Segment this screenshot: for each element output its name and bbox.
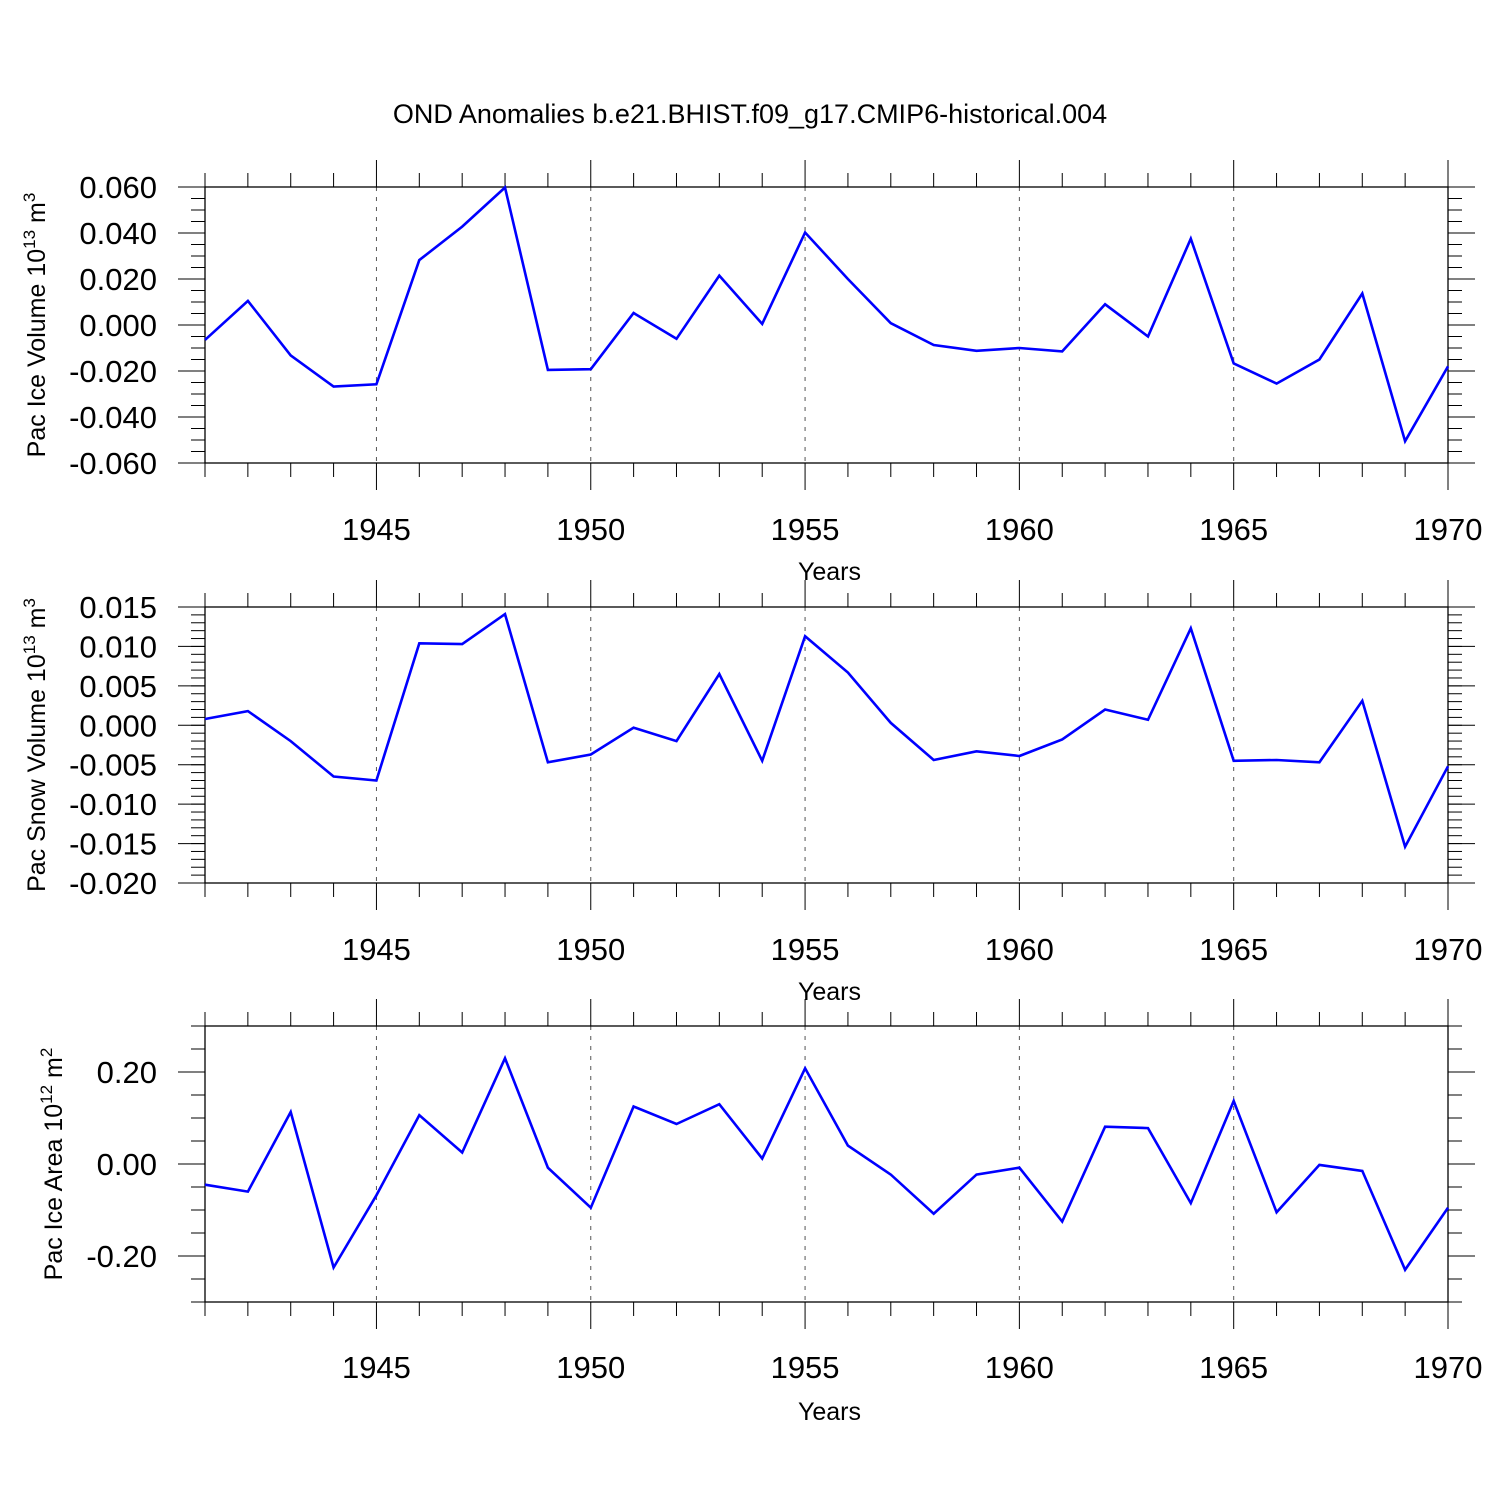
series-line: [204, 1054, 1450, 1273]
y-axis-title: Pac Ice Area 1012 m2: [37, 1048, 68, 1281]
y-tick-label: 0.000: [79, 708, 157, 743]
panel-1: -0.060 -0.040 -0.020 0.000 0.020 0.040 0.060 19…: [20, 160, 1482, 586]
y-axis-title: Pac Snow Volume 1013 m3: [20, 598, 51, 892]
y-axis-title-part: m: [23, 608, 51, 636]
y-tick-label: -0.015: [69, 827, 157, 862]
x-tick-label: 1960: [985, 512, 1054, 547]
x-tick-label: 1950: [556, 512, 625, 547]
x-tick-label: 1965: [1199, 1350, 1268, 1385]
x-tick-label: 1945: [342, 1350, 411, 1385]
y-tick-label: 0.040: [79, 216, 157, 251]
y-axis-title: Pac Ice Volume 1013 m3: [20, 193, 51, 458]
y-axis-title-part: m: [23, 202, 51, 230]
x-tick-label: 1965: [1199, 512, 1268, 547]
x-tick-label: 1945: [342, 512, 411, 547]
x-tick-label: 1970: [1414, 1350, 1483, 1385]
y-tick-label: 0.005: [79, 669, 157, 704]
y-tick-label: -0.060: [69, 446, 157, 481]
panel-2: -0.020 -0.015 -0.010 -0.005 0.000 0.005 0.010 0…: [20, 580, 1482, 1006]
y-axis-title-superscript: 2: [37, 1048, 56, 1057]
y-axis-title-part: m: [40, 1057, 68, 1085]
plot-frame: [204, 606, 1449, 884]
series-line: [204, 611, 1450, 851]
x-tick-label: 1945: [342, 932, 411, 967]
x-tick-label: 1955: [771, 512, 840, 547]
series-line: [204, 185, 1450, 445]
y-tick-label: 0.020: [79, 262, 157, 297]
x-tick-label: 1960: [985, 1350, 1054, 1385]
y-tick-label: -0.020: [69, 866, 157, 901]
y-tick-label: -0.005: [69, 748, 157, 783]
chart-title: OND Anomalies b.e21.BHIST.f09_g17.CMIP6-…: [393, 99, 1107, 129]
panel-3: -0.20 0.00 0.20 1945 1950 1955 1960 1965 1970 Yea…: [37, 999, 1482, 1426]
y-tick-label: 0.000: [79, 308, 157, 343]
y-axis-title-superscript: 13: [20, 230, 39, 249]
x-tick-label: 1955: [771, 1350, 840, 1385]
x-tick-label: 1970: [1414, 512, 1483, 547]
x-axis-title: Years: [798, 978, 861, 1006]
x-tick-label: 1955: [771, 932, 840, 967]
y-tick-label: -0.010: [69, 787, 157, 822]
plot-frame: [204, 186, 1449, 464]
x-axis-title: Years: [798, 558, 861, 586]
x-tick-label: 1950: [556, 1350, 625, 1385]
y-axis-title-superscript: 3: [20, 598, 39, 607]
y-tick-label: 0.20: [97, 1055, 157, 1090]
y-axis-title-part: Pac Snow Volume 10: [23, 654, 51, 892]
x-tick-label: 1970: [1414, 932, 1483, 967]
x-tick-label: 1960: [985, 932, 1054, 967]
y-tick-label: 0.010: [79, 629, 157, 664]
y-axis-title-superscript: 12: [37, 1085, 56, 1104]
y-tick-label: 0.060: [79, 170, 157, 205]
y-axis-title-part: Pac Ice Volume 10: [23, 249, 51, 457]
y-axis-title-superscript: 13: [20, 635, 39, 654]
x-tick-label: 1965: [1199, 932, 1268, 967]
y-axis-title-superscript: 3: [20, 193, 39, 202]
plot-frame: [204, 1025, 1449, 1303]
y-tick-label: 0.015: [79, 590, 157, 625]
x-tick-label: 1950: [556, 932, 625, 967]
y-tick-label: -0.020: [69, 354, 157, 389]
y-tick-label: -0.040: [69, 400, 157, 435]
y-axis-title-part: Pac Ice Area 10: [40, 1104, 68, 1281]
x-axis-title: Years: [798, 1398, 861, 1426]
y-tick-label: -0.20: [86, 1239, 157, 1274]
y-tick-label: 0.00: [97, 1147, 157, 1182]
